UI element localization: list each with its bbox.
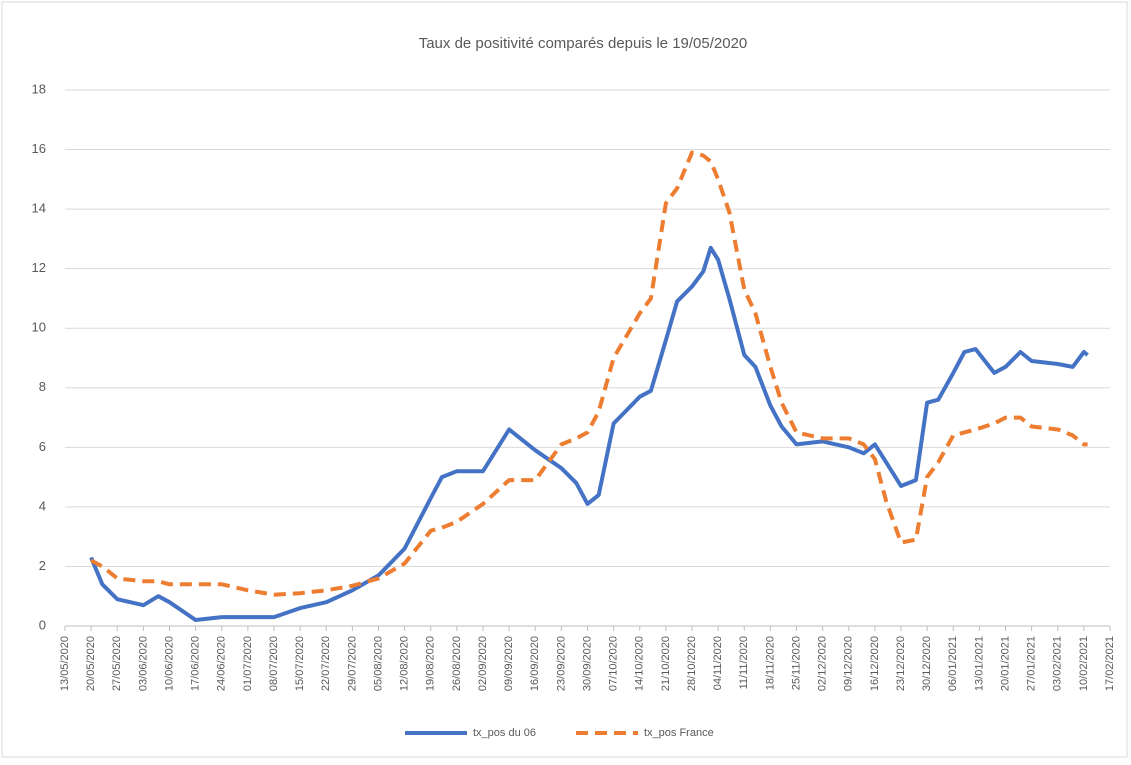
x-tick-label: 06/01/2021	[947, 636, 959, 691]
x-tick-label: 25/11/2020	[790, 636, 802, 690]
x-tick-label: 19/08/2020	[425, 636, 437, 691]
x-tick-label: 16/12/2020	[869, 636, 881, 691]
x-tick-label: 09/09/2020	[503, 636, 515, 691]
x-tick-label: 30/12/2020	[921, 636, 933, 691]
x-tick-label: 05/08/2020	[372, 636, 384, 691]
x-tick-label: 28/10/2020	[686, 636, 698, 691]
x-tick-label: 03/02/2021	[1052, 636, 1064, 691]
x-tick-label: 17/02/2021	[1104, 636, 1116, 691]
x-tick-label: 03/06/2020	[137, 636, 149, 691]
x-tick-label: 23/12/2020	[895, 636, 907, 691]
x-tick-label: 02/09/2020	[477, 636, 489, 691]
x-tick-label: 15/07/2020	[294, 636, 306, 691]
y-tick-label: 10	[32, 320, 46, 335]
legend-label: tx_pos du 06	[473, 727, 536, 739]
series-line	[89, 245, 1089, 622]
x-tick-label: 10/02/2021	[1078, 636, 1090, 691]
x-tick-label: 23/09/2020	[555, 636, 567, 691]
x-tick-label: 12/08/2020	[399, 636, 411, 691]
y-tick-label: 8	[39, 379, 46, 394]
x-tick-label: 11/11/2020	[738, 636, 750, 689]
y-tick-label: 0	[39, 617, 46, 632]
x-tick-label: 20/05/2020	[85, 636, 97, 691]
x-tick-label: 16/09/2020	[529, 636, 541, 691]
x-tick-label: 30/09/2020	[581, 636, 593, 691]
x-tick-label: 22/07/2020	[320, 636, 332, 691]
series-line	[90, 150, 1088, 597]
x-tick-label: 13/01/2021	[973, 636, 985, 691]
x-tick-label: 04/11/2020	[712, 636, 724, 690]
x-tick-label: 07/10/2020	[608, 636, 620, 691]
y-tick-label: 16	[32, 141, 46, 156]
x-tick-label: 18/11/2020	[764, 636, 776, 690]
x-tick-label: 01/07/2020	[242, 636, 254, 691]
x-tick-label: 14/10/2020	[634, 636, 646, 691]
y-tick-label: 12	[32, 260, 46, 275]
x-tick-label: 21/10/2020	[660, 636, 672, 691]
x-tick-label: 29/07/2020	[346, 636, 358, 691]
y-tick-label: 4	[39, 498, 46, 513]
x-tick-label: 13/05/2020	[59, 636, 71, 691]
y-tick-label: 6	[39, 439, 46, 454]
x-tick-label: 24/06/2020	[216, 636, 228, 691]
x-tick-label: 08/07/2020	[268, 636, 280, 691]
x-tick-label: 17/06/2020	[190, 636, 202, 691]
chart-title: Taux de positivité comparés depuis le 19…	[419, 35, 748, 52]
legend-label: tx_pos France	[644, 727, 714, 739]
x-tick-label: 10/06/2020	[163, 636, 175, 691]
x-tick-label: 27/01/2021	[1026, 636, 1038, 691]
x-tick-label: 09/12/2020	[843, 636, 855, 691]
y-tick-label: 14	[32, 201, 46, 216]
y-tick-label: 2	[39, 558, 46, 573]
x-tick-label: 26/08/2020	[451, 636, 463, 691]
y-tick-label: 18	[32, 81, 46, 96]
x-tick-label: 20/01/2021	[999, 636, 1011, 691]
x-tick-label: 02/12/2020	[817, 636, 829, 691]
x-tick-label: 27/05/2020	[111, 636, 123, 691]
